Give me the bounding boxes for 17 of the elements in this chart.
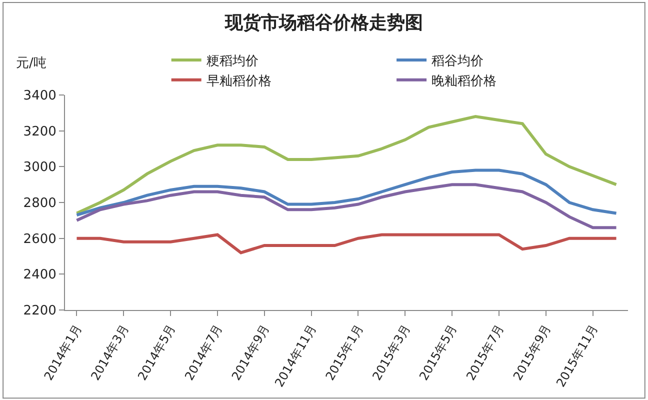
y-tick-label: 2400 bbox=[23, 268, 56, 283]
y-tick-label: 2600 bbox=[23, 232, 56, 247]
line-series bbox=[75, 183, 618, 230]
line-series bbox=[75, 115, 618, 215]
y-tick-label: 3000 bbox=[23, 160, 56, 176]
y-tick-label: 3200 bbox=[23, 124, 56, 140]
line-series bbox=[75, 233, 618, 254]
legend-label: 粳稻均价 bbox=[206, 54, 258, 70]
legend-label: 早籼稻价格 bbox=[206, 74, 272, 89]
y-tick-label: 2200 bbox=[23, 304, 56, 319]
legend-label: 晚籼稻价格 bbox=[432, 74, 497, 89]
legend-label: 稻谷均价 bbox=[432, 54, 484, 70]
y-tick-label: 3400 bbox=[23, 88, 56, 104]
chart-title: 现货市场稻谷价格走势图 bbox=[224, 12, 423, 34]
line-series bbox=[75, 168, 618, 217]
y-axis-title: 元/吨 bbox=[16, 56, 46, 71]
y-tick-label: 2800 bbox=[23, 196, 56, 212]
